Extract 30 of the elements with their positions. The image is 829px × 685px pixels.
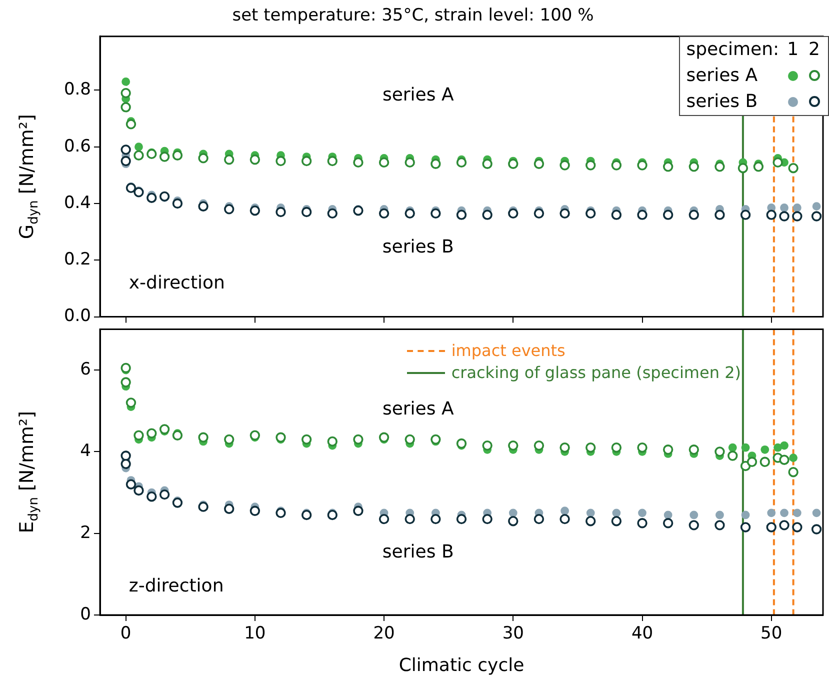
- x-tick-label: 0: [120, 624, 132, 644]
- y-tick-label: 0.2: [64, 250, 91, 270]
- x-tick-label: 10: [244, 624, 266, 644]
- legend-title: specimen: 1 2: [685, 38, 821, 62]
- annotation: series B: [382, 236, 454, 258]
- annotation: series B: [382, 542, 454, 563]
- y-tick-label: 2: [80, 522, 91, 543]
- annotation: z-direction: [128, 576, 224, 597]
- x-tick-label: 50: [760, 624, 782, 644]
- ref-line-label: cracking of glass pane (specimen 2): [451, 362, 741, 384]
- y-tick-label: 6: [80, 359, 91, 380]
- x-tick-label: 20: [373, 624, 395, 644]
- x-tick-label: 30: [502, 624, 524, 644]
- y-axis-title: Edyn [N/mm²]: [16, 410, 42, 534]
- y-tick-label: 0.6: [64, 136, 91, 156]
- annotation: series A: [382, 398, 454, 420]
- y-axis-title: Gdyn [N/mm²]: [16, 114, 42, 240]
- y-tick-label: 0.4: [64, 192, 91, 213]
- y-tick-label: 0.0: [64, 306, 91, 326]
- legend-label: series B: [685, 90, 759, 114]
- ref-line-label: impact events: [451, 340, 566, 362]
- x-axis-title: Climatic cycle: [398, 654, 524, 676]
- y-tick-label: 0.8: [64, 80, 91, 100]
- annotation: series A: [382, 84, 454, 106]
- x-tick-label: 40: [631, 624, 654, 644]
- y-tick-label: 0: [80, 604, 91, 624]
- annotation: x-direction: [128, 272, 225, 294]
- chart-title: set temperature: 35°C, strain level: 100 %: [232, 6, 594, 26]
- y-tick-label: 4: [80, 441, 91, 462]
- legend-label: series A: [685, 64, 759, 88]
